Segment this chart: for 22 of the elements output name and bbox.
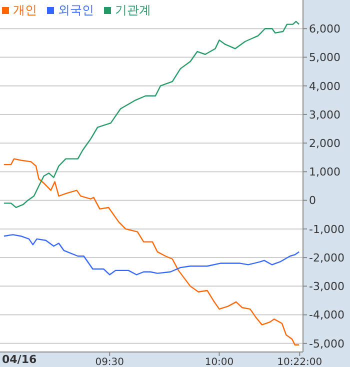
line-series (3, 234, 300, 276)
y-tick-label: -1,000 (309, 222, 344, 236)
y-tick-label: -4,000 (309, 308, 344, 322)
y-tick-label: 0 (309, 194, 316, 208)
y-tick-label: 2,000 (309, 136, 340, 150)
y-tick-label: 6,000 (309, 22, 340, 36)
legend-label: 기관계 (115, 3, 151, 17)
line-series (3, 158, 300, 346)
y-tick-label: -3,000 (309, 280, 344, 294)
y-tick-label: 5,000 (309, 51, 340, 64)
y-tick-label: -2,000 (309, 251, 344, 264)
text: 04/16 (2, 353, 37, 366)
y-tick-label: -5,000 (309, 337, 344, 350)
y-tick-label: 1,000 (309, 166, 340, 179)
y-tick-label: 4,000 (309, 80, 340, 93)
y-tick-label: 3,000 (309, 108, 340, 122)
x-tick-label: 10:00 (204, 357, 234, 367)
x-tick-label: 10:22:00 (277, 357, 322, 367)
x-tick-label: 09:30 (95, 357, 124, 367)
legend-label: 외국인 (58, 3, 94, 17)
line-series (3, 20, 300, 208)
legend-label: 개인 (13, 3, 37, 17)
